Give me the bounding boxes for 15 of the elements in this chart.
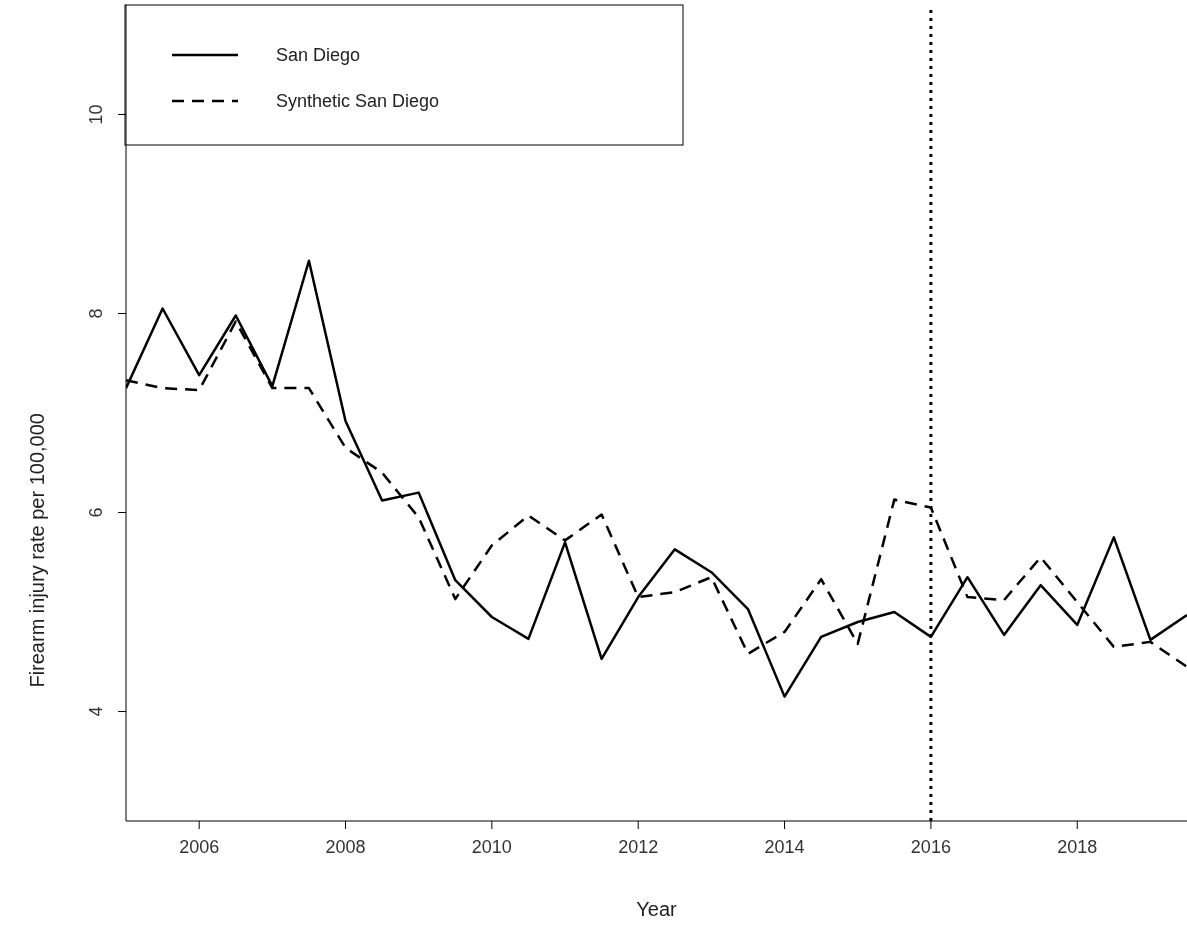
legend-label: San Diego bbox=[276, 45, 361, 65]
x-tick-label: 2012 bbox=[618, 837, 659, 857]
y-axis-title: Firearm injury rate per 100,000 bbox=[26, 413, 49, 688]
x-tick-label: 2018 bbox=[1057, 837, 1098, 857]
y-tick-label: 8 bbox=[86, 308, 106, 319]
x-tick-label: 2016 bbox=[910, 837, 951, 857]
x-tick-label: 2006 bbox=[179, 837, 220, 857]
y-tick-label: 6 bbox=[86, 507, 106, 518]
y-tick-label: 4 bbox=[86, 706, 106, 717]
x-axis-title: Year bbox=[636, 898, 678, 921]
legend-label: Synthetic San Diego bbox=[276, 91, 440, 111]
x-tick-label: 2010 bbox=[471, 837, 512, 857]
x-tick-label: 2008 bbox=[325, 837, 366, 857]
y-tick-label: 10 bbox=[86, 104, 106, 125]
x-tick-label: 2014 bbox=[764, 837, 805, 857]
